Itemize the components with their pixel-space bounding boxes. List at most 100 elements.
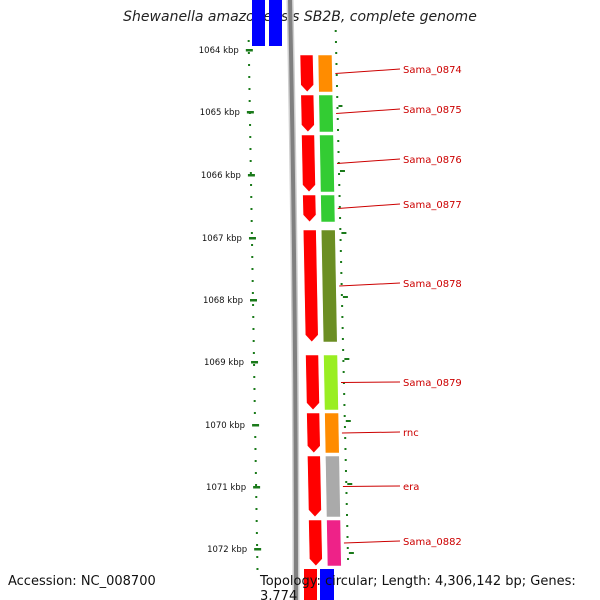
outer-ruler-dot	[344, 448, 347, 450]
ruler-tick	[245, 49, 253, 52]
outer-ruler-dot	[340, 294, 343, 296]
outer-ruler-dot	[336, 96, 339, 98]
gene-label-leader	[339, 282, 401, 287]
cog-block	[318, 94, 334, 133]
outer-ruler-dot	[345, 481, 348, 483]
ruler-tick-label: 1064 kbp	[199, 46, 239, 56]
outer-ruler-dot	[339, 250, 342, 252]
ruler-dot	[249, 172, 252, 174]
outer-ruler-dot	[346, 547, 349, 549]
outer-ruler-dot	[343, 393, 346, 395]
ruler-tick	[253, 486, 261, 489]
ruler-tick-label: 1070 kbp	[205, 421, 245, 431]
accession-text: Accession: NC_008700	[8, 574, 156, 589]
ruler-dot	[252, 304, 255, 306]
cds-arrow	[299, 54, 314, 93]
ruler-dot	[255, 496, 258, 498]
ruler-dot	[253, 412, 256, 414]
outer-ruler-dot	[340, 272, 343, 274]
outer-ruler-dot	[336, 107, 339, 109]
gene-label: Sama_0878	[403, 279, 462, 290]
ruler-dot	[253, 364, 256, 366]
outer-ruler-tick	[347, 483, 353, 485]
ruler-dot	[251, 244, 254, 246]
cog-block	[324, 412, 340, 454]
ruler-dot	[249, 148, 252, 150]
cds-arrow	[307, 455, 322, 518]
ruler-dot	[256, 568, 259, 570]
cog-block	[320, 229, 338, 343]
outer-ruler-tick	[345, 420, 351, 422]
ruler-dot	[252, 352, 255, 354]
outer-ruler-dot	[341, 338, 344, 340]
ruler-dot	[254, 436, 257, 438]
ruler-dot	[251, 280, 254, 282]
outer-ruler-tick	[341, 232, 347, 234]
ruler-dot	[249, 136, 252, 138]
outer-ruler-dot	[341, 316, 344, 318]
cds-arrow	[301, 134, 316, 193]
outer-ruler-dot	[334, 41, 337, 43]
ruler-dot	[248, 76, 251, 78]
gene-label: Sama_0882	[403, 537, 462, 548]
gene-label-leader	[335, 68, 401, 74]
outer-ruler-dot	[342, 382, 345, 384]
outer-ruler-dot	[335, 74, 338, 76]
ruler-dot	[247, 52, 250, 54]
outer-ruler-dot	[342, 360, 345, 362]
outer-ruler-tick	[342, 296, 348, 298]
outer-ruler-dot	[344, 437, 347, 439]
outer-ruler-dot	[346, 536, 349, 538]
blue-feature-bottom	[320, 569, 334, 600]
cog-block	[326, 519, 342, 567]
ruler-dot	[249, 160, 252, 162]
map-title: Shewanella amazonensis SB2B, complete ge…	[123, 9, 477, 25]
cog-block	[319, 134, 335, 193]
ruler-dot	[253, 376, 256, 378]
ruler-dot	[255, 508, 258, 510]
outer-ruler-dot	[335, 63, 338, 65]
ruler-dot	[250, 208, 253, 210]
cog-block	[320, 194, 336, 223]
ruler-dot	[249, 124, 252, 126]
blue-feature-top-right	[269, 0, 282, 46]
outer-ruler-dot	[339, 228, 342, 230]
outer-ruler-dot	[341, 327, 344, 329]
outer-ruler-dot	[345, 492, 348, 494]
ruler-tick	[251, 361, 259, 364]
cds-arrow	[302, 194, 317, 223]
cog-block	[323, 354, 339, 411]
cds-arrow	[308, 519, 323, 567]
ruler-tick-label: 1066 kbp	[201, 171, 241, 181]
ruler-dot	[255, 484, 258, 486]
outer-ruler-dot	[341, 305, 344, 307]
ruler-dot	[251, 292, 254, 294]
outer-ruler-dot	[344, 470, 347, 472]
ruler-dot	[253, 388, 256, 390]
ruler-dot	[247, 40, 250, 42]
blue-feature-top-left	[252, 0, 265, 46]
ruler-dot	[250, 220, 253, 222]
cog-block	[325, 455, 341, 518]
ruler-tick	[254, 548, 262, 551]
outer-ruler-dot	[337, 151, 340, 153]
gene-label-leader	[337, 203, 401, 209]
outer-ruler-dots	[334, 30, 354, 560]
ruler-dot	[254, 472, 257, 474]
backbone-ring	[286, 0, 300, 600]
ruler-dot	[252, 316, 255, 318]
edge-features	[252, 0, 334, 600]
outer-ruler-dot	[342, 349, 345, 351]
gene-label-leader	[341, 381, 401, 383]
cds-arrow	[300, 94, 315, 133]
cds-track	[299, 54, 323, 600]
ruler-dot	[256, 556, 259, 558]
outer-ruler-tick	[338, 105, 343, 107]
ruler-dot	[248, 88, 251, 90]
ruler-dot	[256, 544, 259, 546]
gene-label-leader	[336, 108, 401, 114]
ruler-tick	[247, 174, 255, 177]
outer-ruler-dot	[339, 239, 342, 241]
outer-ruler-dot	[338, 184, 341, 186]
cog-track	[317, 54, 342, 567]
